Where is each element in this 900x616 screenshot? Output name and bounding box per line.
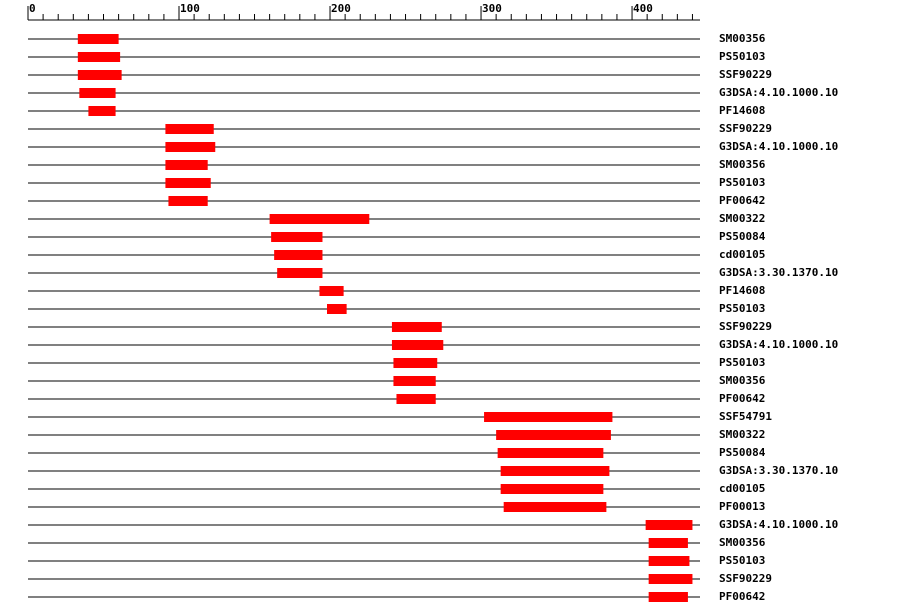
x-tick-label: 400: [633, 2, 653, 15]
domain-bar: [271, 232, 323, 242]
domain-bar: [648, 592, 688, 602]
domain-bar: [496, 430, 611, 440]
domain-bar: [396, 394, 436, 404]
x-tick-label: 200: [331, 2, 351, 15]
row-label: PS50084: [719, 230, 766, 243]
x-tick-label: 100: [180, 2, 200, 15]
row-label: PS50103: [719, 302, 765, 315]
row-label: PF00642: [719, 194, 765, 207]
row-label: PS50103: [719, 176, 765, 189]
row-label: PF00013: [719, 500, 765, 513]
domain-bar: [274, 250, 323, 260]
domain-bar: [165, 124, 214, 134]
row-label: cd00105: [719, 482, 765, 495]
domain-bar: [165, 142, 216, 152]
domain-bar: [165, 160, 208, 170]
domain-bar: [391, 322, 442, 332]
row-label: PS50084: [719, 446, 766, 459]
domain-bar: [648, 556, 690, 566]
row-label: PF00642: [719, 590, 765, 603]
domain-bar: [500, 466, 610, 476]
row-label: PS50103: [719, 50, 765, 63]
domain-bar: [77, 34, 119, 44]
domain-bar: [648, 574, 693, 584]
row-label: PF14608: [719, 104, 765, 117]
row-label: SM00322: [719, 212, 765, 225]
row-label: PS50103: [719, 356, 765, 369]
domain-bar: [393, 376, 436, 386]
row-label: SM00356: [719, 32, 766, 45]
row-label: G3DSA:4.10.1000.10: [719, 518, 838, 531]
domain-bar: [503, 502, 607, 512]
row-label: SSF90229: [719, 68, 772, 81]
row-label: SSF54791: [719, 410, 772, 423]
domain-bar: [165, 178, 211, 188]
domain-bar: [645, 520, 693, 530]
row-label: G3DSA:4.10.1000.10: [719, 140, 838, 153]
domain-bar: [168, 196, 208, 206]
domain-bar: [648, 538, 688, 548]
x-tick-label: 0: [29, 2, 36, 15]
domain-bar: [484, 412, 613, 422]
domain-bar: [79, 88, 116, 98]
x-tick-label: 300: [482, 2, 502, 15]
domain-bar: [391, 340, 444, 350]
row-label: G3DSA:4.10.1000.10: [719, 86, 838, 99]
row-label: PF00642: [719, 392, 765, 405]
row-label: SM00356: [719, 374, 766, 387]
row-label: SM00322: [719, 428, 765, 441]
domain-bar: [393, 358, 438, 368]
row-label: PF14608: [719, 284, 765, 297]
row-label: G3DSA:4.10.1000.10: [719, 338, 838, 351]
domain-bar: [500, 484, 604, 494]
domain-bar: [497, 448, 604, 458]
row-label: G3DSA:3.30.1370.10: [719, 266, 838, 279]
domain-bar: [277, 268, 323, 278]
row-label: SSF90229: [719, 122, 772, 135]
domain-bar: [77, 70, 122, 80]
row-label: SSF90229: [719, 320, 772, 333]
domain-bar: [319, 286, 344, 296]
row-label: SM00356: [719, 536, 766, 549]
row-label: PS50103: [719, 554, 765, 567]
domain-bar: [77, 52, 121, 62]
row-label: G3DSA:3.30.1370.10: [719, 464, 838, 477]
domain-bar: [269, 214, 370, 224]
row-label: cd00105: [719, 248, 765, 261]
domain-bar: [88, 106, 116, 116]
domain-bar: [327, 304, 347, 314]
row-label: SM00356: [719, 158, 766, 171]
row-label: SSF90229: [719, 572, 772, 585]
